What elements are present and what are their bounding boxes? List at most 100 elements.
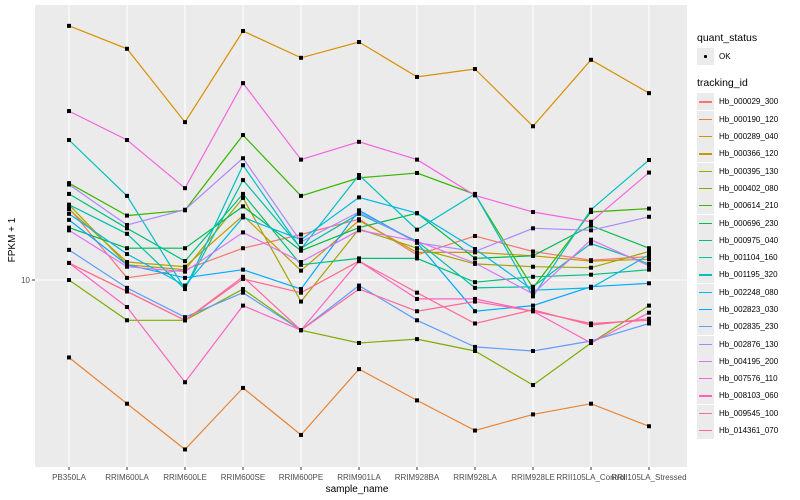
data-point <box>531 264 535 269</box>
line-key-icon <box>697 370 714 388</box>
x-tick-label: RRIM600LA <box>105 473 149 482</box>
y-axis: 10 <box>21 276 35 285</box>
legend-label: Hb_000289_040 <box>719 132 779 142</box>
y-axis-title: FPKM + 1 <box>7 217 18 262</box>
data-point <box>647 303 651 308</box>
data-point <box>299 239 303 244</box>
data-point <box>125 213 129 218</box>
data-point <box>531 307 535 312</box>
data-point <box>473 233 477 238</box>
data-point <box>125 401 129 406</box>
legend-quant-status: quant_status OK <box>697 32 778 66</box>
data-point <box>415 157 419 162</box>
data-point <box>415 246 419 251</box>
data-point <box>415 250 419 255</box>
legend-title-quant-status: quant_status <box>697 32 758 44</box>
data-point <box>531 412 535 417</box>
legend-label: Hb_000614_210 <box>719 201 779 211</box>
data-point <box>473 309 477 314</box>
data-point <box>183 269 187 274</box>
data-point <box>357 283 361 288</box>
line-key-icon <box>697 387 714 405</box>
data-point <box>183 186 187 191</box>
data-point <box>415 227 419 232</box>
data-point <box>241 246 245 251</box>
line-key-icon <box>697 93 714 111</box>
y-tick-label: 10 <box>21 276 30 285</box>
data-point <box>183 315 187 320</box>
line-key-icon <box>697 145 714 163</box>
legend-item: Hb_001104_160 <box>697 249 778 267</box>
data-point <box>241 230 245 235</box>
data-point <box>125 222 129 227</box>
data-point <box>241 178 245 183</box>
data-point <box>589 223 593 228</box>
data-point <box>531 226 535 231</box>
data-point <box>125 285 129 290</box>
data-point <box>183 380 187 385</box>
data-point <box>183 318 187 323</box>
data-point <box>241 156 245 161</box>
data-point <box>647 91 651 96</box>
data-point <box>299 157 303 162</box>
line-key-icon <box>697 422 714 440</box>
legend-label: OK <box>719 52 731 62</box>
data-point <box>67 225 71 230</box>
line-key-icon <box>697 197 714 215</box>
legend-title-tracking-id: tracking_id <box>697 77 748 90</box>
data-point <box>415 74 419 79</box>
data-point <box>357 210 361 215</box>
data-point <box>183 283 187 288</box>
data-point <box>299 287 303 292</box>
data-point <box>299 260 303 265</box>
legend-item: Hb_008103_060 <box>697 387 778 405</box>
data-point <box>415 318 419 323</box>
data-point <box>473 321 477 326</box>
data-point <box>531 124 535 129</box>
data-point <box>67 202 71 207</box>
x-axis-title: sample_name <box>326 484 389 495</box>
data-point <box>647 310 651 315</box>
data-point <box>473 348 477 353</box>
legend-label: Hb_002835_230 <box>719 322 779 332</box>
data-points <box>67 23 651 452</box>
data-point <box>647 424 651 429</box>
legend-item: Hb_002823_030 <box>697 301 778 318</box>
legend-item: Hb_002248_080 <box>697 283 778 301</box>
x-tick-label: RRIM600PE <box>279 473 323 482</box>
line-key-icon <box>697 404 714 422</box>
data-point <box>241 215 245 220</box>
data-point <box>589 340 593 345</box>
data-point <box>67 23 71 28</box>
point-key-icon <box>697 48 714 66</box>
data-point <box>647 249 651 254</box>
data-point <box>473 428 477 433</box>
data-point <box>67 278 71 282</box>
data-point <box>647 170 651 175</box>
data-point <box>647 316 651 321</box>
data-point <box>415 256 419 261</box>
legend-label: Hb_000402_080 <box>719 183 779 193</box>
data-point <box>531 303 535 308</box>
data-point <box>299 328 303 333</box>
x-tick-label: RRIM928BA <box>395 473 440 482</box>
legend-item: Hb_002835_230 <box>697 318 779 336</box>
data-point <box>357 259 361 264</box>
data-point <box>531 288 535 293</box>
data-point <box>241 385 245 390</box>
data-point <box>473 249 477 254</box>
x-tick-label: RRIM600SE <box>221 473 265 482</box>
data-point <box>299 55 303 60</box>
data-point <box>241 303 245 308</box>
data-point <box>357 173 361 178</box>
data-point <box>241 290 245 295</box>
data-point <box>589 237 593 242</box>
data-point <box>125 275 129 280</box>
data-point <box>241 276 245 281</box>
x-tick-label: RRIM928LE <box>511 473 555 482</box>
legend-item: Hb_000975_040 <box>697 231 778 249</box>
data-point <box>299 232 303 237</box>
data-point <box>415 170 419 175</box>
data-point <box>241 287 245 292</box>
